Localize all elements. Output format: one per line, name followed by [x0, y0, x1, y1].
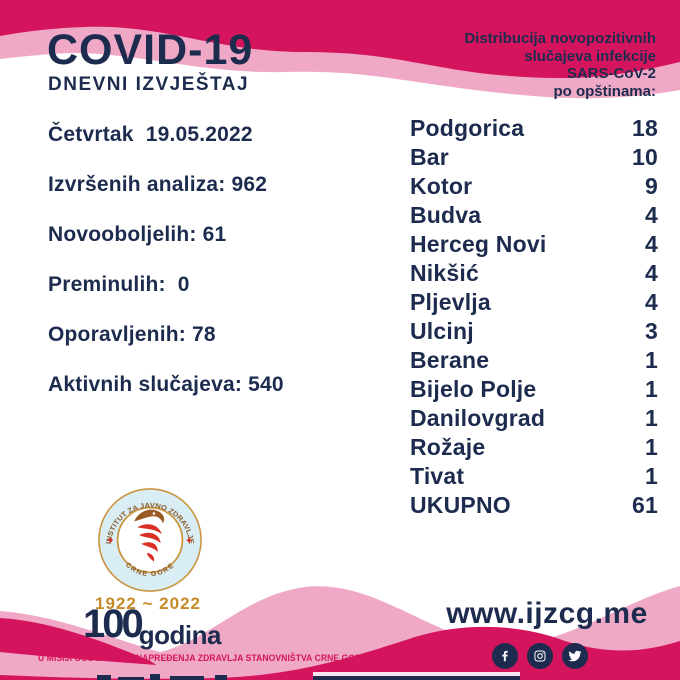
municipality-name: Berane: [410, 347, 490, 373]
municipality-row: Budva 4: [410, 202, 658, 231]
facebook-icon[interactable]: [492, 643, 518, 669]
mission-statement: U MISIJI OČUVANJA I UNAPREĐENJA ZDRAVLJA…: [38, 653, 368, 664]
municipality-row: Tivat 1: [410, 463, 658, 492]
municipality-count: 1: [645, 463, 658, 489]
badge-diamond-left: [108, 537, 114, 543]
website-url[interactable]: www.ijzcg.me: [446, 597, 648, 630]
distribution-heading-line: slučajeva infekcije: [524, 47, 656, 65]
municipality-count: 4: [645, 289, 658, 315]
municipality-row: UKUPNO 61: [410, 492, 658, 521]
stat-line: Aktivnih slučajeva: 540: [48, 373, 284, 396]
municipality-name: Danilovgrad: [410, 405, 546, 431]
municipality-name: Herceg Novi: [410, 231, 547, 257]
cutoff-banner-light: [313, 672, 520, 676]
distribution-heading-line: SARS-CoV-2: [566, 65, 656, 82]
municipality-count: 1: [645, 434, 658, 460]
municipality-row: Pljevlja 4: [410, 289, 658, 318]
municipality-name: Bar: [410, 144, 449, 170]
municipality-name: Podgorica: [410, 115, 525, 141]
instagram-icon[interactable]: [527, 643, 553, 669]
municipality-name: Budva: [410, 202, 482, 228]
municipality-count: 1: [645, 376, 658, 402]
centennial-logo: 100 godina: [83, 604, 221, 651]
stat-line: Novooboljelih: 61: [48, 223, 227, 246]
social-icons: [492, 643, 588, 669]
municipality-row: Bar 10: [410, 144, 658, 173]
page-title: COVID-19: [47, 26, 254, 74]
daily-stats: Četvrtak 19.05.2022 Izvršenih analiza: 96…: [48, 124, 284, 424]
municipality-name: Pljevlja: [410, 289, 491, 315]
municipality-name: Rožaje: [410, 434, 486, 460]
stat-line: Oporavljenih: 78: [48, 323, 216, 346]
page-subtitle: DNEVNI IZVJEŠTAJ: [48, 74, 250, 95]
badge-flame-emblem: [134, 509, 165, 562]
municipality-name: UKUPNO: [410, 492, 511, 518]
badge-years: 1922 ~ 2022: [94, 594, 201, 613]
stat-line: Izvršenih analiza: 962: [48, 173, 268, 196]
municipality-name: Kotor: [410, 173, 473, 199]
municipality-count: 1: [645, 405, 658, 431]
stat-line: Preminulih: 0: [48, 273, 190, 296]
municipality-count: 4: [645, 202, 658, 228]
centennial-number: 100: [83, 602, 144, 646]
institute-badge: INSTITUT ZA JAVNO ZDRAVLJE CRNE GORE: [98, 488, 202, 592]
municipality-list: Podgorica 18 Bar 10 Kotor 9 Budva 4 Herc…: [410, 115, 658, 521]
municipality-row: Rožaje 1: [410, 434, 658, 463]
municipality-count: 61: [632, 492, 658, 518]
municipality-count: 10: [632, 144, 658, 170]
municipality-count: 4: [645, 260, 658, 286]
municipality-name: Bijelo Polje: [410, 376, 537, 402]
footer-left-wedge: [0, 618, 156, 665]
header-deep-pink-wave: [0, 0, 680, 79]
municipality-row: Nikšić 4: [410, 260, 658, 289]
municipality-count: 4: [645, 231, 658, 257]
municipality-count: 18: [632, 115, 658, 141]
municipality-row: Ulcinj 3: [410, 318, 658, 347]
distribution-heading: Distribucija novopozitivnih slučajeva inf…: [464, 30, 656, 100]
distribution-heading-line: po opštinama:: [553, 82, 656, 100]
municipality-row: Herceg Novi 4: [410, 231, 658, 260]
municipality-count: 9: [645, 173, 658, 199]
municipality-row: Kotor 9: [410, 173, 658, 202]
municipality-count: 3: [645, 318, 658, 344]
cutoff-banner-navy: [313, 676, 520, 680]
municipality-row: Podgorica 18: [410, 115, 658, 144]
municipality-row: Danilovgrad 1: [410, 405, 658, 434]
twitter-icon[interactable]: [562, 643, 588, 669]
distribution-heading-line: Distribucija novopozitivnih: [464, 30, 656, 47]
cutoff-decoration: [97, 674, 227, 680]
municipality-name: Ulcinj: [410, 318, 474, 344]
municipality-row: Bijelo Polje 1: [410, 376, 658, 405]
centennial-word: godina: [138, 620, 222, 650]
stat-line: Četvrtak 19.05.2022: [48, 123, 253, 146]
municipality-row: Berane 1: [410, 347, 658, 376]
municipality-name: Tivat: [410, 463, 465, 489]
municipality-name: Nikšić: [410, 260, 479, 286]
municipality-count: 1: [645, 347, 658, 373]
